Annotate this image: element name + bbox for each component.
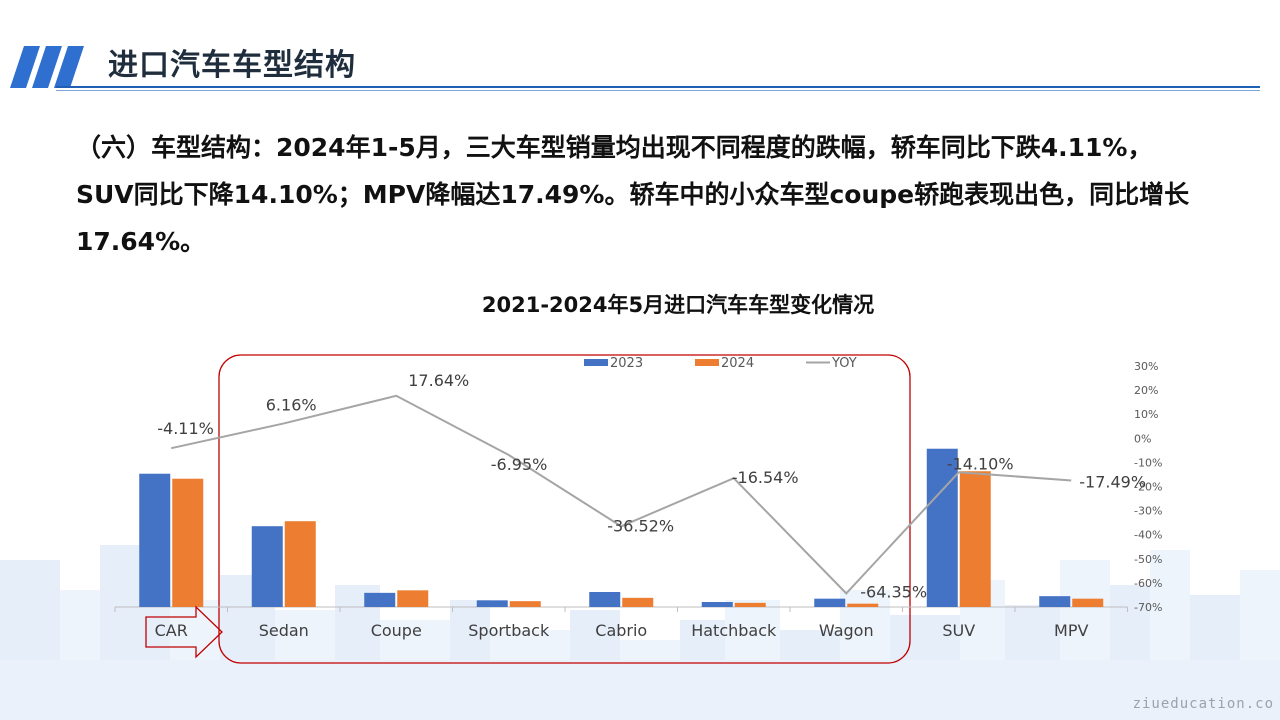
watermark: ziueducation.co [1132, 696, 1274, 712]
legend-label: 2024 [721, 356, 754, 371]
right-axis-tick-label: -20% [1134, 481, 1162, 494]
bar-2023-suv [926, 448, 958, 607]
bar-2024-mpv [1072, 598, 1104, 607]
right-axis-tick-label: -30% [1134, 505, 1162, 518]
car-arrow-annotation [145, 605, 223, 659]
right-axis-tick-label: 10% [1134, 408, 1158, 421]
x-tick-label: SUV [942, 621, 975, 640]
right-axis-tick-label: -50% [1134, 553, 1162, 566]
summary-line-3: 17.64%。 [76, 227, 206, 256]
x-tick-label: Hatchback [691, 621, 777, 640]
x-tick-label: MPV [1054, 621, 1088, 640]
bar-2024-coupe [397, 590, 429, 607]
right-axis-tick-label: -70% [1134, 601, 1162, 614]
yoy-data-label: -36.52% [607, 516, 674, 535]
yoy-data-label: -4.11% [157, 419, 214, 438]
bar-2024-cabrio [622, 597, 654, 607]
bar-2023-hatchback [701, 602, 733, 607]
bar-2023-wagon [814, 598, 846, 607]
yoy-data-label: -17.49% [1079, 472, 1146, 491]
legend-label: YOY [831, 356, 857, 371]
header-divider [56, 86, 1260, 88]
yoy-data-label: -14.10% [947, 454, 1014, 473]
legend-swatch-2023 [584, 359, 608, 366]
bar-2024-hatchback [734, 602, 766, 607]
header-divider-thin [56, 90, 1260, 91]
x-tick-label: Sportback [468, 621, 550, 640]
summary-line-2: SUV同比下降14.10%；MPV降幅达17.49%。轿车中的小众车型coupe… [76, 180, 1190, 209]
yoy-data-label: -6.95% [491, 455, 548, 474]
x-tick-label: CAR [155, 621, 188, 640]
bar-2023-coupe [364, 592, 396, 607]
yoy-data-label: -64.35% [860, 582, 927, 601]
skyline-ground [0, 660, 1280, 720]
bar-2024-sedan [284, 521, 316, 607]
bar-2023-mpv [1039, 596, 1071, 607]
x-tick-label: Sedan [259, 621, 309, 640]
right-axis-tick-label: 0% [1134, 432, 1151, 445]
summary-paragraph: （六）车型结构：2024年1-5月，三大车型销量均出现不同程度的跌幅，轿车同比下… [76, 124, 1236, 265]
bar-2023-sportback [476, 600, 508, 607]
x-tick-label: Cabrio [595, 621, 647, 640]
x-tick-label: Wagon [819, 621, 874, 640]
bar-2024-suv [959, 471, 991, 607]
yoy-data-label: -16.54% [732, 468, 799, 487]
right-axis-tick-label: 20% [1134, 384, 1158, 397]
right-axis-tick-label: -40% [1134, 529, 1162, 542]
bar-2023-cabrio [589, 592, 621, 607]
bar-2023-sedan [251, 526, 283, 607]
x-tick-label: Coupe [371, 621, 422, 640]
yoy-data-label: 17.64% [408, 371, 469, 390]
bar-2023-car [139, 473, 171, 607]
chart-title: 2021-2024年5月进口汽车车型变化情况 [481, 293, 875, 317]
bar-2024-sportback [509, 601, 541, 607]
legend-swatch-2024 [695, 359, 719, 366]
yoy-data-label: 6.16% [266, 395, 317, 414]
summary-line-1: （六）车型结构：2024年1-5月，三大车型销量均出现不同程度的跌幅，轿车同比下… [76, 133, 1153, 162]
right-axis-tick-label: -60% [1134, 577, 1162, 590]
yoy-line [171, 394, 1072, 595]
header-stripes-decoration [10, 46, 84, 88]
right-axis-tick-label: -10% [1134, 456, 1162, 469]
bar-2024-wagon [847, 603, 879, 607]
right-axis-tick-label: 30% [1134, 360, 1158, 373]
page-title: 进口汽车车型结构 [108, 48, 356, 83]
legend-label: 2023 [610, 356, 643, 371]
bar-2024-car [172, 478, 204, 607]
highlight-box [218, 354, 911, 664]
